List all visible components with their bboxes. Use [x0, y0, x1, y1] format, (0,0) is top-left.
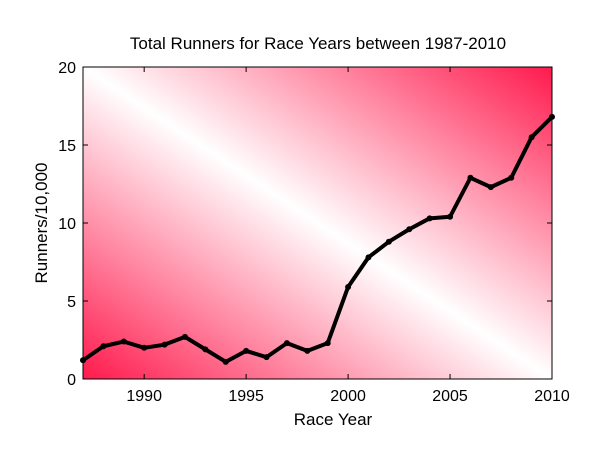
y-tick-label: 15 — [58, 138, 76, 155]
data-point — [120, 338, 127, 345]
x-tick-label: 2000 — [330, 388, 366, 405]
data-point — [426, 215, 433, 222]
x-tick-label: 1995 — [228, 388, 264, 405]
plot-area — [83, 67, 552, 379]
y-tick-label: 20 — [58, 60, 76, 77]
x-tick-label: 2005 — [432, 388, 468, 405]
y-axis-label: Runners/10,000 — [32, 163, 51, 284]
chart-title: Total Runners for Race Years between 198… — [130, 34, 506, 53]
data-point — [508, 174, 515, 181]
x-tick-label: 1990 — [126, 388, 162, 405]
data-point — [181, 333, 188, 340]
y-axis: 0 5 10 15 20 — [58, 60, 552, 389]
data-point — [365, 254, 372, 261]
data-point — [467, 174, 474, 181]
x-axis: 1990 1995 2000 2005 2010 — [126, 67, 570, 405]
chart-marks — [80, 113, 555, 365]
data-point — [263, 354, 270, 361]
data-point — [406, 226, 413, 233]
x-tick-label: 2010 — [534, 388, 570, 405]
x-axis-label: Race Year — [294, 410, 373, 429]
y-tick-label: 10 — [58, 216, 76, 233]
data-point — [528, 134, 535, 141]
data-point — [100, 343, 107, 350]
data-point — [283, 340, 290, 347]
series-line-0 — [81, 114, 554, 364]
data-point — [141, 344, 148, 351]
data-point — [345, 283, 352, 290]
data-point — [202, 346, 209, 353]
y-tick-label: 5 — [67, 294, 76, 311]
data-point — [447, 213, 454, 220]
data-point — [385, 238, 392, 245]
y-tick-label: 0 — [67, 372, 76, 389]
data-point — [243, 347, 250, 354]
data-point — [161, 341, 168, 348]
data-point — [304, 347, 311, 354]
data-point — [222, 358, 229, 365]
data-point — [324, 340, 331, 347]
data-point — [487, 184, 494, 191]
